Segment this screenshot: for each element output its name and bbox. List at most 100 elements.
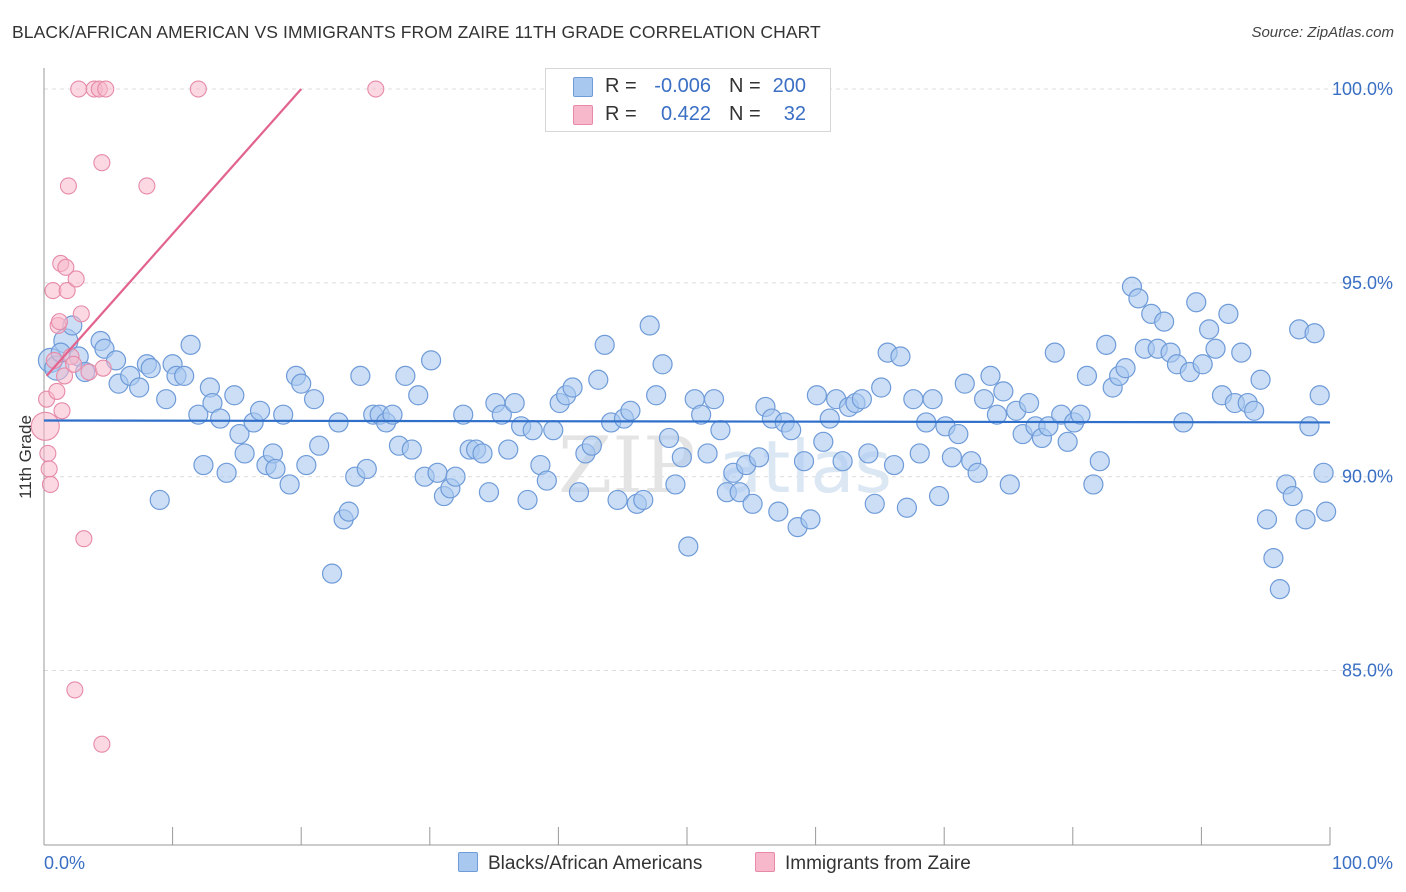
zaire-point [48, 382, 66, 400]
n-value: 200 [772, 75, 806, 97]
blacks-point [1250, 369, 1271, 390]
blacks-point [224, 385, 245, 406]
blacks-point [620, 400, 641, 421]
blacks-point [1299, 416, 1320, 437]
zaire-point [75, 530, 93, 548]
zaire-point [41, 475, 59, 494]
blacks-point [1282, 485, 1303, 507]
swatch-pink [573, 105, 593, 125]
blacks-point [793, 451, 815, 472]
blacks-point [445, 466, 466, 487]
blacks-point [1313, 462, 1334, 483]
blacks-point [941, 447, 963, 468]
blacks-point [188, 404, 209, 425]
blacks-point [1128, 288, 1149, 309]
zaire-point [53, 402, 71, 420]
zaire-point [80, 363, 98, 381]
blacks-point [420, 350, 442, 371]
blacks-point [1295, 509, 1316, 530]
blacks-point [813, 431, 834, 452]
blacks-point [1218, 303, 1239, 324]
blacks-point [1192, 354, 1213, 375]
blacks-point [1263, 548, 1284, 569]
blacks-point [607, 489, 628, 511]
zaire-point [59, 177, 77, 195]
axis-labels: 85.0% 90.0% 95.0% 100.0% 0.0% 100.0% 11th Grad… [16, 79, 1393, 873]
blacks-point [883, 454, 905, 476]
blacks-point [890, 346, 911, 367]
blacks-point [781, 420, 802, 441]
blacks-point [1205, 338, 1226, 359]
blacks-point [896, 497, 918, 518]
zaire-point [67, 270, 85, 288]
zaire-point [65, 355, 83, 373]
blacks-point [536, 470, 557, 491]
blacks-point [156, 389, 177, 410]
zaire-point [57, 258, 75, 276]
blacks-point [291, 373, 312, 394]
legend-swatch-pink [755, 852, 775, 872]
blacks-point [819, 408, 840, 429]
blacks-point [568, 482, 590, 503]
blacks-point [748, 447, 770, 468]
r-value: -0.006 [654, 75, 711, 97]
swatch-blue [573, 77, 593, 97]
y-tick-label: 95.0% [1342, 273, 1393, 293]
y-tick-label: 85.0% [1342, 661, 1393, 681]
zaire-point [94, 359, 112, 377]
blacks-point [922, 389, 943, 410]
stats-row-zaire: R = 0.422 N = 32 [546, 101, 830, 129]
blacks-point [1316, 501, 1337, 522]
r-value: 0.422 [660, 103, 711, 125]
n-label: N = [729, 103, 761, 125]
blacks-point [1309, 385, 1330, 406]
blacks-trend-line [43, 419, 1331, 424]
zaire-point [30, 411, 60, 441]
blacks-point [594, 334, 615, 355]
trend-lines [43, 88, 1331, 424]
blacks-point [973, 389, 995, 410]
blacks-point [1096, 334, 1117, 355]
blacks-point [296, 454, 317, 476]
blacks-point [338, 501, 359, 522]
blacks-point [691, 404, 712, 425]
blacks-point [928, 485, 950, 507]
n-label: N = [729, 75, 761, 97]
y-tick-label: 100.0% [1332, 79, 1393, 99]
series-zaire-points [30, 80, 385, 753]
n-value: 32 [783, 103, 806, 125]
source-label: Source: ZipAtlas.com [1251, 24, 1394, 41]
blacks-point [193, 454, 214, 476]
blacks-point [216, 462, 237, 483]
y-axis-title: 11th Grade [16, 415, 35, 499]
zaire-point [70, 80, 88, 98]
blacks-point [948, 423, 969, 445]
blacks-point [1115, 358, 1136, 379]
blacks-point [1256, 509, 1278, 530]
blacks-point [356, 458, 377, 480]
blacks-point [768, 501, 789, 522]
zaire-point [72, 305, 90, 323]
stats-row-blacks: R = -0.006 N = 200 [546, 73, 830, 101]
legend-label-zaire: Immigrants from Zaire [785, 853, 971, 874]
blacks-point [671, 447, 692, 468]
blacks-point [522, 420, 543, 441]
blacks-point [1269, 579, 1290, 600]
blacks-point [234, 443, 255, 464]
zaire-point [93, 735, 111, 753]
blacks-point [909, 443, 930, 464]
blacks-point [453, 404, 474, 425]
blacks-point [273, 404, 294, 425]
blacks-point [1154, 311, 1175, 332]
blacks-point [517, 489, 538, 511]
blacks-point [1076, 365, 1098, 387]
blacks-point [678, 536, 699, 557]
blacks-point [871, 377, 892, 398]
blacks-point [851, 389, 872, 410]
x-tick-label: 0.0% [44, 853, 85, 873]
zaire-point [367, 80, 385, 98]
blacks-point [408, 385, 429, 406]
blacks-point [1070, 404, 1091, 425]
y-tick-label: 90.0% [1342, 467, 1393, 487]
